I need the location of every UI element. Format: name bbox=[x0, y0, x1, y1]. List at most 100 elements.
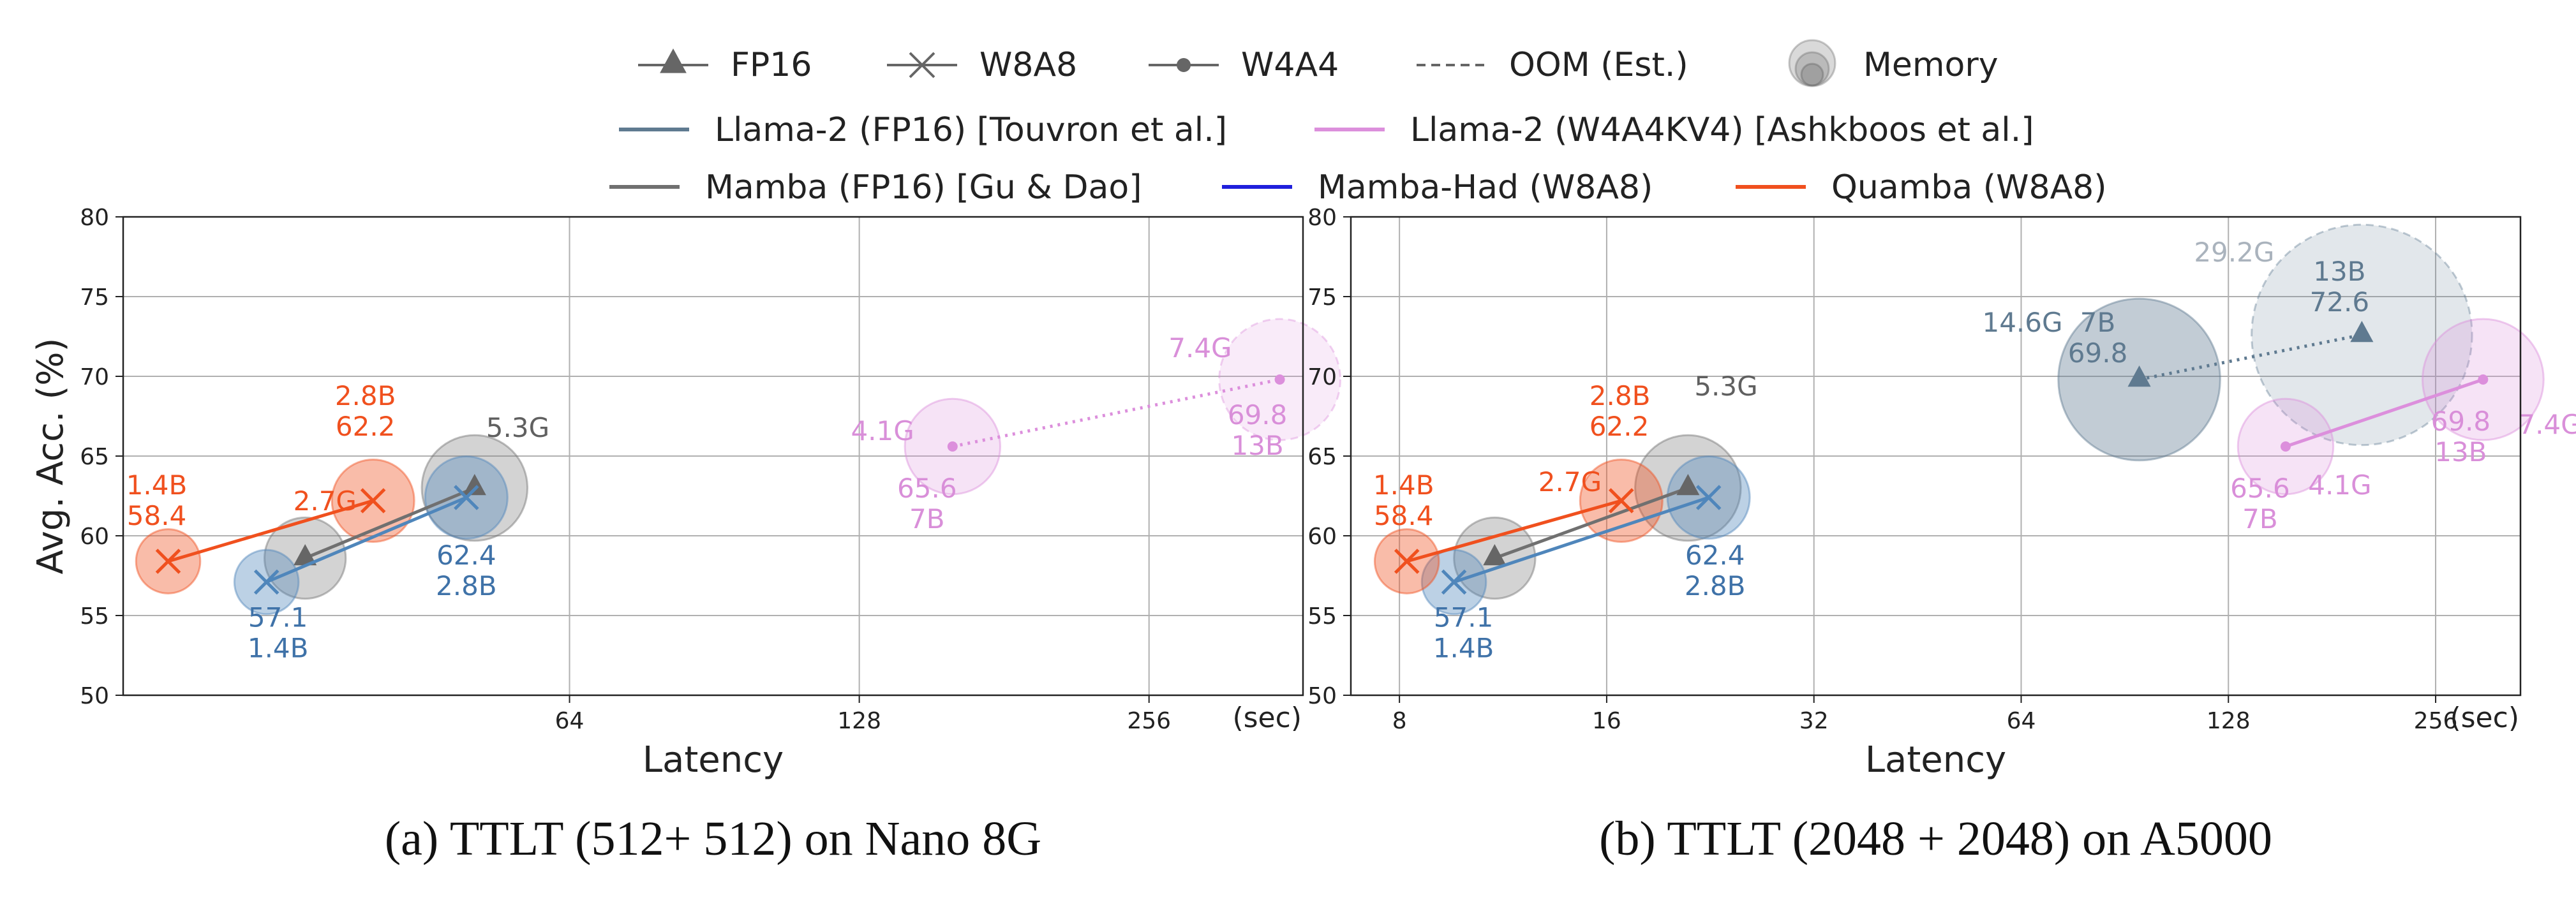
data-label: 13B bbox=[2313, 256, 2365, 287]
series-line-llama-2-w4a4kv4- bbox=[2285, 378, 2484, 448]
legend: FP16 W8A8 W4A4 OOM (Est.) Memory Llama-2 (FP1… bbox=[609, 39, 2107, 207]
data-label: 2.8B bbox=[436, 570, 497, 601]
series-line-llama-2-w4a4kv4- bbox=[952, 378, 1281, 448]
y-tick-label: 75 bbox=[80, 284, 109, 311]
data-point-cross-b bbox=[1394, 549, 1420, 574]
data-label: 5.3G bbox=[1694, 371, 1757, 402]
data-point-cross-b bbox=[155, 549, 181, 574]
x-tick-label: 8 bbox=[1392, 708, 1407, 734]
data-label: 14.6G bbox=[1982, 307, 2062, 338]
legend-item-memory: Memory bbox=[1788, 39, 1998, 87]
data-label: 72.6 bbox=[2310, 286, 2370, 318]
data-label: 5.3G bbox=[486, 412, 549, 443]
series-line-mamba-had-w8a8- bbox=[265, 496, 467, 584]
data-label: 58.4 bbox=[1374, 500, 1434, 531]
data-point-dot bbox=[2280, 441, 2291, 452]
y-tick-label: 80 bbox=[80, 205, 109, 231]
legend-model-label: Mamba (FP16) [Gu & Dao] bbox=[705, 168, 1142, 207]
x-tick-label: 256 bbox=[1127, 708, 1171, 734]
data-label: 69.8 bbox=[2431, 406, 2491, 437]
data-label: 7B bbox=[909, 503, 945, 535]
data-point-dot bbox=[2478, 374, 2489, 385]
y-tick-label: 55 bbox=[1307, 603, 1337, 630]
y-tick-label: 65 bbox=[1307, 444, 1337, 470]
x-tick-label: 128 bbox=[2207, 708, 2251, 734]
data-label: 13B bbox=[1231, 430, 1283, 461]
data-label: 62.4 bbox=[436, 540, 496, 571]
data-point-cross-b bbox=[454, 485, 479, 510]
data-point-cross bbox=[1609, 488, 1634, 513]
data-label: 62.2 bbox=[1590, 411, 1649, 442]
series-line-quamba-w8a8- bbox=[1406, 499, 1622, 563]
legend-memory-bubble-large bbox=[1788, 39, 1836, 87]
x-axis-unit: (sec) bbox=[2450, 702, 2519, 734]
data-point-cross-b bbox=[253, 569, 279, 595]
legend-item-fp16: FP16 bbox=[638, 46, 812, 84]
data-point-triangle bbox=[2127, 365, 2151, 387]
data-point-dot bbox=[947, 441, 958, 452]
x-tick-label: 256 bbox=[2414, 708, 2458, 734]
data-point-cross bbox=[1441, 569, 1467, 595]
legend-label: FP16 bbox=[731, 46, 812, 84]
x-tick-label: 16 bbox=[1592, 708, 1621, 734]
legend-model-label: Llama-2 (W4A4KV4) [Ashkboos et al.] bbox=[1410, 111, 2034, 149]
y-tick-label: 65 bbox=[80, 444, 109, 470]
data-label: 1.4B bbox=[248, 633, 309, 664]
data-label: 62.4 bbox=[1685, 540, 1745, 571]
data-label: 7B bbox=[2242, 503, 2278, 535]
legend-item-oom-est-: OOM (Est.) bbox=[1417, 46, 1688, 84]
y-tick-label: 80 bbox=[1307, 205, 1337, 231]
data-point-cross bbox=[360, 488, 386, 513]
series-line-quamba-w8a8- bbox=[167, 499, 374, 563]
legend-model-3: Mamba-Had (W8A8) bbox=[1222, 168, 1653, 207]
data-label: 2.8B bbox=[335, 380, 396, 411]
data-point-cross bbox=[1394, 549, 1420, 574]
x-axis-label: Latency bbox=[643, 739, 784, 781]
data-label: 2.7G bbox=[1538, 466, 1602, 498]
cross-icon-stroke-b bbox=[909, 52, 935, 78]
data-label: 58.4 bbox=[127, 500, 187, 531]
data-point-cross bbox=[253, 569, 279, 595]
data-label: 2.8B bbox=[1685, 570, 1746, 601]
legend-model-4: Quamba (W8A8) bbox=[1736, 168, 2107, 207]
data-label: 65.6 bbox=[2230, 473, 2290, 504]
data-point-cross bbox=[155, 549, 181, 574]
data-point-cross-b bbox=[1441, 569, 1467, 595]
data-label: 1.4B bbox=[1373, 469, 1434, 501]
legend-memory-bubble-small bbox=[1800, 63, 1824, 87]
y-tick-label: 75 bbox=[1307, 284, 1337, 311]
data-point-cross bbox=[454, 485, 479, 510]
x-axis-label: Latency bbox=[1865, 739, 2006, 781]
data-label: 4.1G bbox=[851, 415, 914, 446]
data-label: 57.1 bbox=[1434, 602, 1494, 633]
data-label: 7.4G bbox=[2518, 409, 2576, 440]
y-tick-label: 60 bbox=[80, 524, 109, 550]
data-label: 7B bbox=[2080, 307, 2116, 338]
y-tick-label: 70 bbox=[1307, 364, 1337, 390]
legend-model-0: Llama-2 (FP16) [Touvron et al.] bbox=[619, 111, 1227, 149]
legend-label: OOM (Est.) bbox=[1509, 46, 1688, 84]
y-tick-label: 70 bbox=[80, 364, 109, 390]
data-label: 2.8B bbox=[1590, 380, 1651, 411]
y-tick-label: 55 bbox=[80, 603, 109, 630]
y-tick-label: 50 bbox=[80, 683, 109, 709]
panel-caption: (a) TTLT (512+ 512) on Nano 8G bbox=[385, 812, 1041, 866]
legend-label: W4A4 bbox=[1241, 46, 1339, 84]
legend-memory-bubble-mid bbox=[1794, 51, 1830, 87]
data-label: 57.1 bbox=[248, 602, 308, 633]
legend-label: Memory bbox=[1863, 46, 1998, 84]
panel-caption: (b) TTLT (2048 + 2048) on A5000 bbox=[1599, 812, 2272, 866]
data-point-cross bbox=[1695, 485, 1722, 510]
legend-item-w8a8: W8A8 bbox=[887, 46, 1077, 84]
series-line-mamba-fp16- bbox=[304, 486, 475, 560]
x-tick-label: 64 bbox=[555, 708, 584, 734]
data-label: 1.4B bbox=[1433, 633, 1494, 664]
y-tick-label: 60 bbox=[1307, 524, 1337, 550]
legend-model-label: Llama-2 (FP16) [Touvron et al.] bbox=[715, 111, 1227, 149]
data-label: 1.4B bbox=[126, 469, 188, 501]
data-point-cross-b bbox=[360, 488, 386, 513]
series-line-mamba-fp16- bbox=[1494, 486, 1689, 560]
data-point-triangle bbox=[1483, 544, 1507, 566]
